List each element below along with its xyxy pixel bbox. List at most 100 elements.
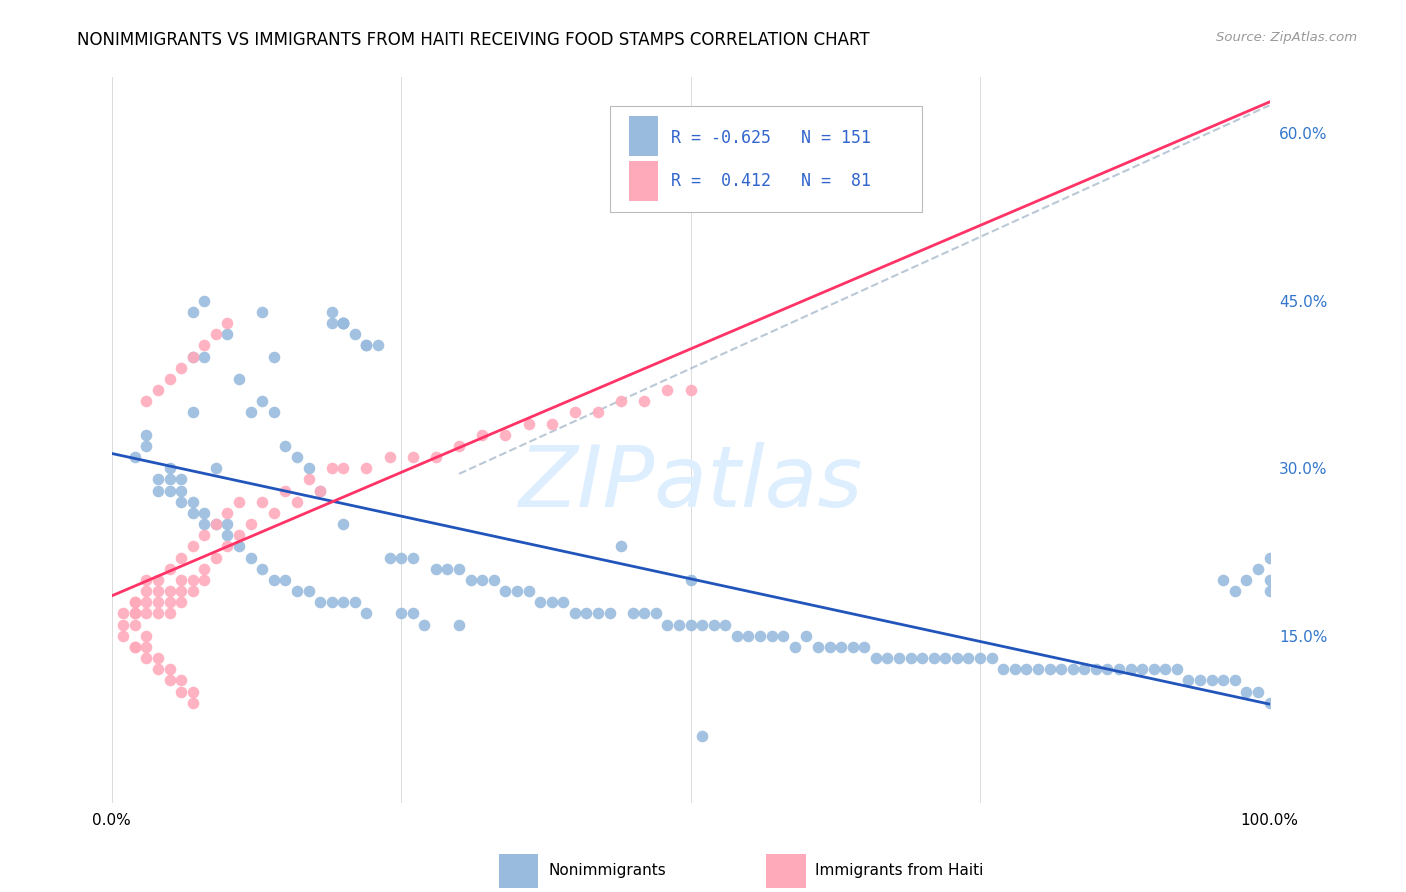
Point	[193, 293, 215, 308]
Point	[737, 629, 759, 643]
Point	[980, 651, 1002, 665]
Point	[1234, 684, 1257, 698]
Point	[297, 461, 319, 475]
Point	[425, 562, 447, 576]
Point	[135, 394, 157, 409]
FancyBboxPatch shape	[610, 106, 922, 211]
Point	[610, 394, 633, 409]
Point	[517, 584, 540, 599]
Point	[193, 338, 215, 352]
Point	[1004, 662, 1026, 676]
Point	[274, 573, 297, 587]
Text: NONIMMIGRANTS VS IMMIGRANTS FROM HAITI RECEIVING FOOD STAMPS CORRELATION CHART: NONIMMIGRANTS VS IMMIGRANTS FROM HAITI R…	[77, 31, 870, 49]
Point	[181, 494, 204, 508]
Point	[876, 651, 898, 665]
Point	[170, 673, 193, 688]
Point	[1189, 673, 1212, 688]
Point	[181, 350, 204, 364]
Point	[159, 461, 181, 475]
Point	[413, 617, 436, 632]
Point	[679, 383, 702, 397]
Point	[146, 651, 169, 665]
Point	[447, 562, 470, 576]
Point	[690, 617, 713, 632]
Point	[657, 383, 679, 397]
Point	[181, 584, 204, 599]
Point	[1073, 662, 1095, 676]
Point	[425, 450, 447, 464]
Point	[389, 550, 412, 565]
Point	[332, 595, 354, 609]
Point	[633, 607, 655, 621]
Point	[181, 405, 204, 419]
Point	[252, 394, 274, 409]
Point	[135, 573, 157, 587]
Point	[1015, 662, 1038, 676]
Point	[494, 584, 516, 599]
Point	[205, 517, 228, 532]
Point	[228, 372, 250, 386]
Point	[263, 350, 285, 364]
Point	[239, 405, 262, 419]
Point	[217, 540, 239, 554]
Point	[332, 316, 354, 330]
Point	[725, 629, 748, 643]
Point	[471, 573, 494, 587]
Point	[135, 651, 157, 665]
Point	[112, 629, 135, 643]
Point	[586, 405, 609, 419]
Point	[321, 305, 343, 319]
Point	[1258, 550, 1281, 565]
Point	[159, 472, 181, 486]
Point	[124, 595, 146, 609]
Point	[181, 573, 204, 587]
Point	[1166, 662, 1188, 676]
Point	[193, 350, 215, 364]
Point	[159, 673, 181, 688]
Point	[170, 550, 193, 565]
Point	[887, 651, 910, 665]
Point	[599, 607, 621, 621]
Point	[922, 651, 945, 665]
Point	[633, 394, 655, 409]
Point	[818, 640, 841, 654]
Point	[135, 584, 157, 599]
Point	[1201, 673, 1223, 688]
Point	[1212, 673, 1234, 688]
Point	[402, 607, 425, 621]
Point	[378, 550, 401, 565]
Point	[714, 617, 737, 632]
Point	[135, 607, 157, 621]
Point	[181, 696, 204, 710]
Point	[112, 607, 135, 621]
Point	[332, 316, 354, 330]
Point	[170, 494, 193, 508]
Point	[564, 405, 586, 419]
Point	[193, 506, 215, 520]
Point	[807, 640, 830, 654]
Point	[146, 584, 169, 599]
Point	[205, 517, 228, 532]
Point	[285, 450, 308, 464]
Point	[367, 338, 389, 352]
Point	[297, 472, 319, 486]
Point	[494, 427, 516, 442]
Point	[436, 562, 458, 576]
Point	[252, 305, 274, 319]
Point	[321, 316, 343, 330]
Point	[146, 383, 169, 397]
Point	[124, 607, 146, 621]
Point	[783, 640, 806, 654]
Point	[124, 595, 146, 609]
Point	[170, 483, 193, 498]
Text: R =  0.412   N =  81: R = 0.412 N = 81	[671, 172, 870, 190]
Point	[146, 662, 169, 676]
Point	[679, 573, 702, 587]
Point	[1084, 662, 1107, 676]
Point	[402, 550, 425, 565]
Point	[946, 651, 969, 665]
Point	[356, 461, 378, 475]
FancyBboxPatch shape	[630, 116, 658, 156]
Point	[1119, 662, 1142, 676]
Point	[217, 528, 239, 542]
